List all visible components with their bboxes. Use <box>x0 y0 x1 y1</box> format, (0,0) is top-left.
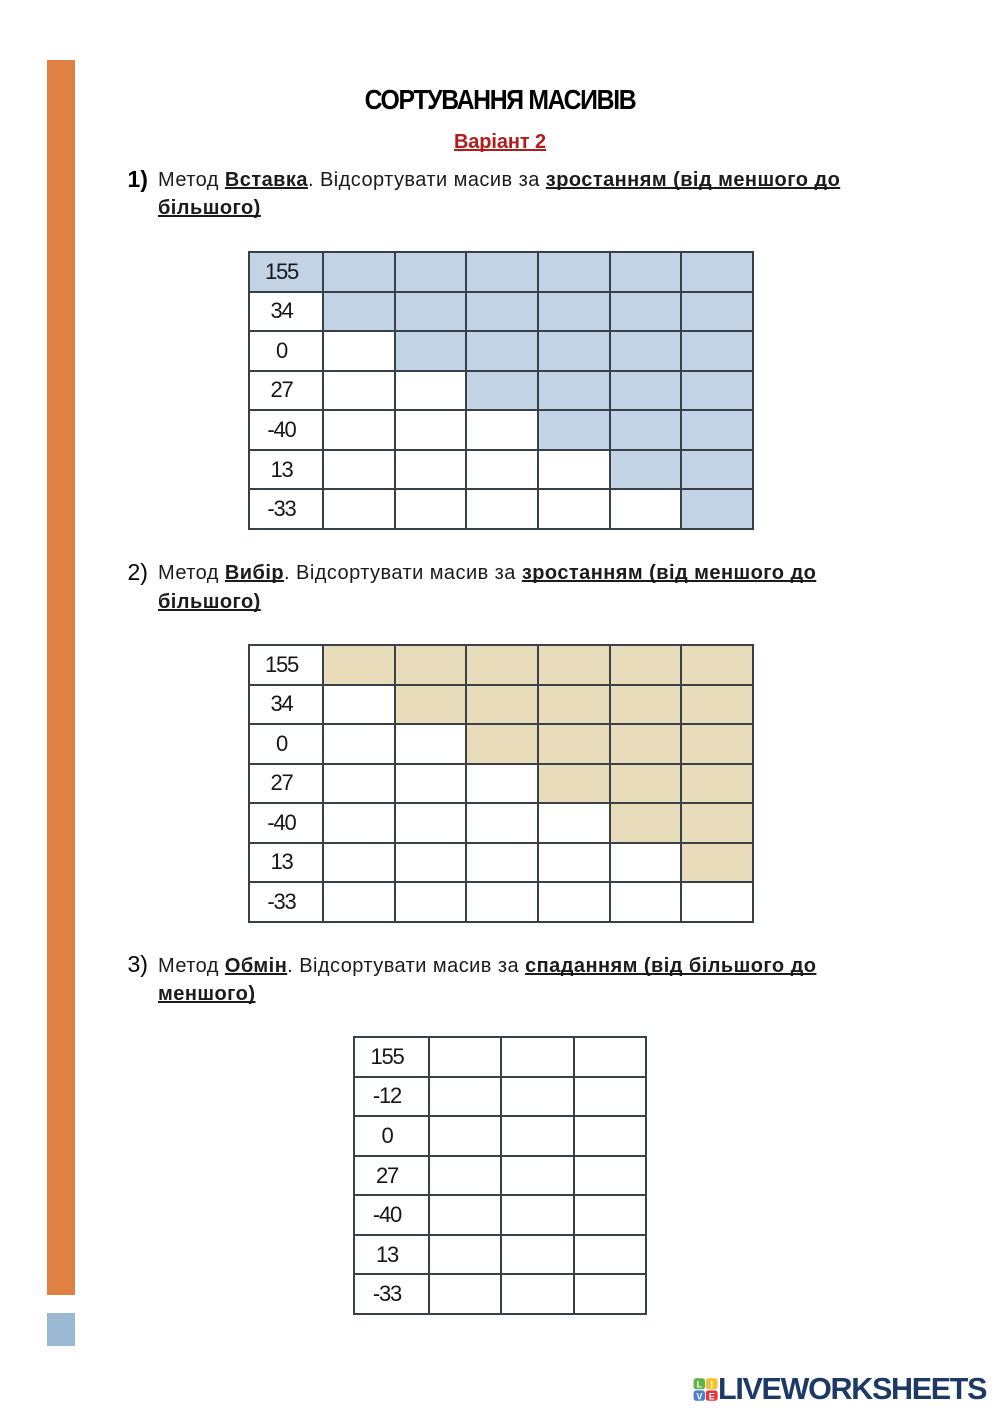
svg-text:L: L <box>697 1380 703 1390</box>
svg-text:I: I <box>711 1380 714 1390</box>
svg-text:E: E <box>709 1391 715 1401</box>
svg-text:V: V <box>696 1391 702 1401</box>
